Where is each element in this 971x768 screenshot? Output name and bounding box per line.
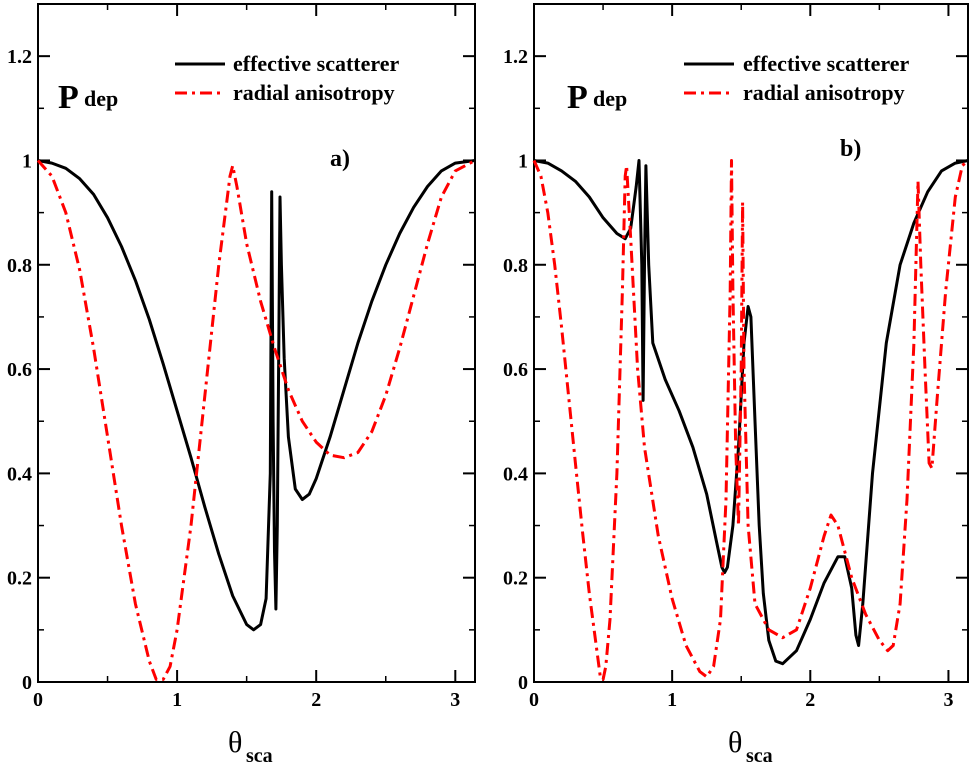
panel-b-xlabel-sub: sca [746,745,773,767]
panel-a-xtick-label: 2 [311,689,321,711]
panel-b-xtick-label: 3 [943,689,953,711]
panel-b-ytick-label: 0.6 [503,359,528,381]
panel-a-label: a) [330,146,350,172]
panel-a-xlabel-main: θ [228,726,242,759]
panel-a: 0 0.2 0.4 0.6 0.8 1 1.2 0 1 2 3 a) P dep effective… [7,3,476,767]
panel-a-legend-label-radial: radial anisotropy [233,80,395,105]
panel-a-legend: effective scatterer radial anisotropy [175,51,400,105]
panel-b-xtick-label: 0 [529,689,539,711]
panel-a-xlabel-sub: sca [246,745,273,767]
panel-b-xtick-label: 1 [667,689,677,711]
panel-b-ylabel-sub: dep [593,86,627,111]
panel-b-plot-area: 0 0.2 0.4 0.6 0.8 1 1.2 0 1 2 3 [503,3,970,711]
panel-a-ytick-label: 1.2 [7,46,32,68]
panel-b-ylabel: P dep [567,79,627,116]
panel-a-ylabel-main: P [58,79,79,116]
panel-a-ytick-label: 0.6 [7,359,32,381]
panel-b-ytick-label: 1 [518,150,528,172]
panel-a-ytick-label: 0.4 [7,463,32,485]
panel-b-xlabel-main: θ [728,726,742,759]
panel-b-ylabel-main: P [567,79,588,116]
panel-b-ytick-label: 0 [518,672,528,694]
panel-a-xtick-label: 1 [172,689,182,711]
panel-b: 0 0.2 0.4 0.6 0.8 1 1.2 0 1 2 3 b) P dep effective… [503,3,970,767]
panel-a-xlabel: θ sca [228,726,273,767]
panel-b-label: b) [840,136,861,162]
panel-a-legend-label-effective: effective scatterer [233,51,400,76]
panel-b-xtick-label: 2 [805,689,815,711]
panel-a-series-effective-scatterer [37,159,476,632]
panel-a-ytick-label: 0.2 [7,568,32,590]
panel-b-legend: effective scatterer radial anisotropy [684,51,910,105]
panel-b-frame [533,3,969,683]
panel-b-series-radial-anisotropy [532,159,970,681]
panel-a-frame [37,3,476,683]
panel-a-series-radial-anisotropy [36,159,476,681]
panel-a-ytick-label: 0 [22,672,32,694]
panel-b-ytick-label: 1.2 [503,46,528,68]
panel-b-ytick-label: 0.8 [503,255,528,277]
panel-b-xlabel: θ sca [728,726,773,767]
panel-a-xtick-label: 0 [33,689,43,711]
panel-a-ytick-label: 1 [22,150,32,172]
panel-b-series-effective-scatterer [533,159,969,666]
panel-b-legend-label-radial: radial anisotropy [743,80,905,105]
panel-a-ylabel: P dep [58,79,118,116]
panel-b-legend-label-effective: effective scatterer [743,51,910,76]
panel-a-ylabel-sub: dep [84,86,118,111]
panel-a-ytick-label: 0.8 [7,255,32,277]
panel-b-ytick-label: 0.4 [503,463,528,485]
panel-b-ytick-label: 0.2 [503,568,528,590]
panel-a-xtick-label: 3 [450,689,460,711]
panel-a-plot-area: 0 0.2 0.4 0.6 0.8 1 1.2 0 1 2 3 [7,3,476,711]
